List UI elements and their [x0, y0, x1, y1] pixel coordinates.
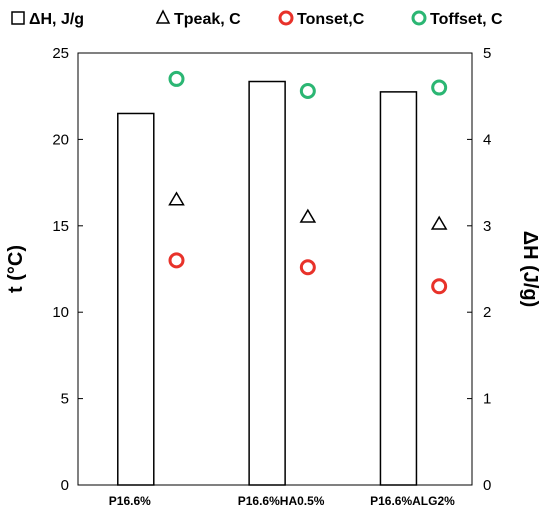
- y-tick-label-left-1: 5: [61, 391, 69, 408]
- x-category-label-0: P16.6%: [109, 494, 151, 508]
- legend-marker-dh: [11, 11, 25, 25]
- legend-label-2: Tonset,C: [297, 11, 365, 28]
- legend-marker-tonset: [278, 10, 294, 26]
- y-tick-label-left-2: 10: [52, 304, 69, 321]
- y-tick-label-left-5: 25: [52, 45, 69, 62]
- legend-label-0: ΔH, J/g: [29, 11, 84, 28]
- bar-dh-1: [248, 80, 286, 486]
- legend-marker-tpeak: [155, 9, 171, 24]
- legend-label-3: Toffset, C: [430, 11, 503, 28]
- legend: ΔH, J/g Tpeak, C Tonset,C Toffset, C: [11, 9, 503, 28]
- point-tonset-0: [168, 252, 185, 269]
- plot-frame: [77, 52, 473, 486]
- y-tick-label-right-4: 4: [483, 131, 491, 148]
- point-tonset-1: [299, 259, 316, 276]
- point-tpeak-2: [430, 215, 448, 230]
- points-layer: [168, 70, 448, 295]
- y-tick-label-right-5: 5: [483, 45, 491, 62]
- bar-dh-2: [379, 91, 418, 486]
- x-category-label-1: P16.6%HA0.5%: [238, 494, 325, 508]
- y-tick-label-left-3: 15: [52, 218, 69, 235]
- point-toffset-2: [431, 79, 448, 96]
- y-tick-label-right-1: 1: [483, 391, 491, 408]
- legend-marker-toffset: [411, 10, 427, 26]
- bars-layer: [117, 80, 418, 486]
- y-tick-label-left-4: 20: [52, 131, 69, 148]
- axes-layer: 0 5 10 15 20 25 0 1 2 3 4 5 P16.6% P16.6%HA0.5% P16.6%…: [52, 45, 491, 508]
- y-axis-label-left: t (°C): [5, 245, 27, 293]
- y-tick-label-right-2: 2: [483, 304, 491, 321]
- bar-dh-0: [117, 112, 155, 486]
- legend-label-1: Tpeak, C: [174, 11, 241, 28]
- point-tonset-2: [431, 278, 448, 295]
- point-tpeak-0: [168, 191, 185, 206]
- point-tpeak-1: [299, 208, 317, 223]
- x-category-label-2: P16.6%ALG2%: [370, 494, 455, 508]
- point-toffset-0: [168, 70, 185, 87]
- y-tick-label-right-0: 0: [483, 477, 491, 494]
- y-axis-label-right: ΔH (J/g): [519, 231, 541, 308]
- point-toffset-1: [299, 83, 316, 100]
- y-tick-label-right-3: 3: [483, 218, 491, 235]
- y-tick-label-left-0: 0: [61, 477, 69, 494]
